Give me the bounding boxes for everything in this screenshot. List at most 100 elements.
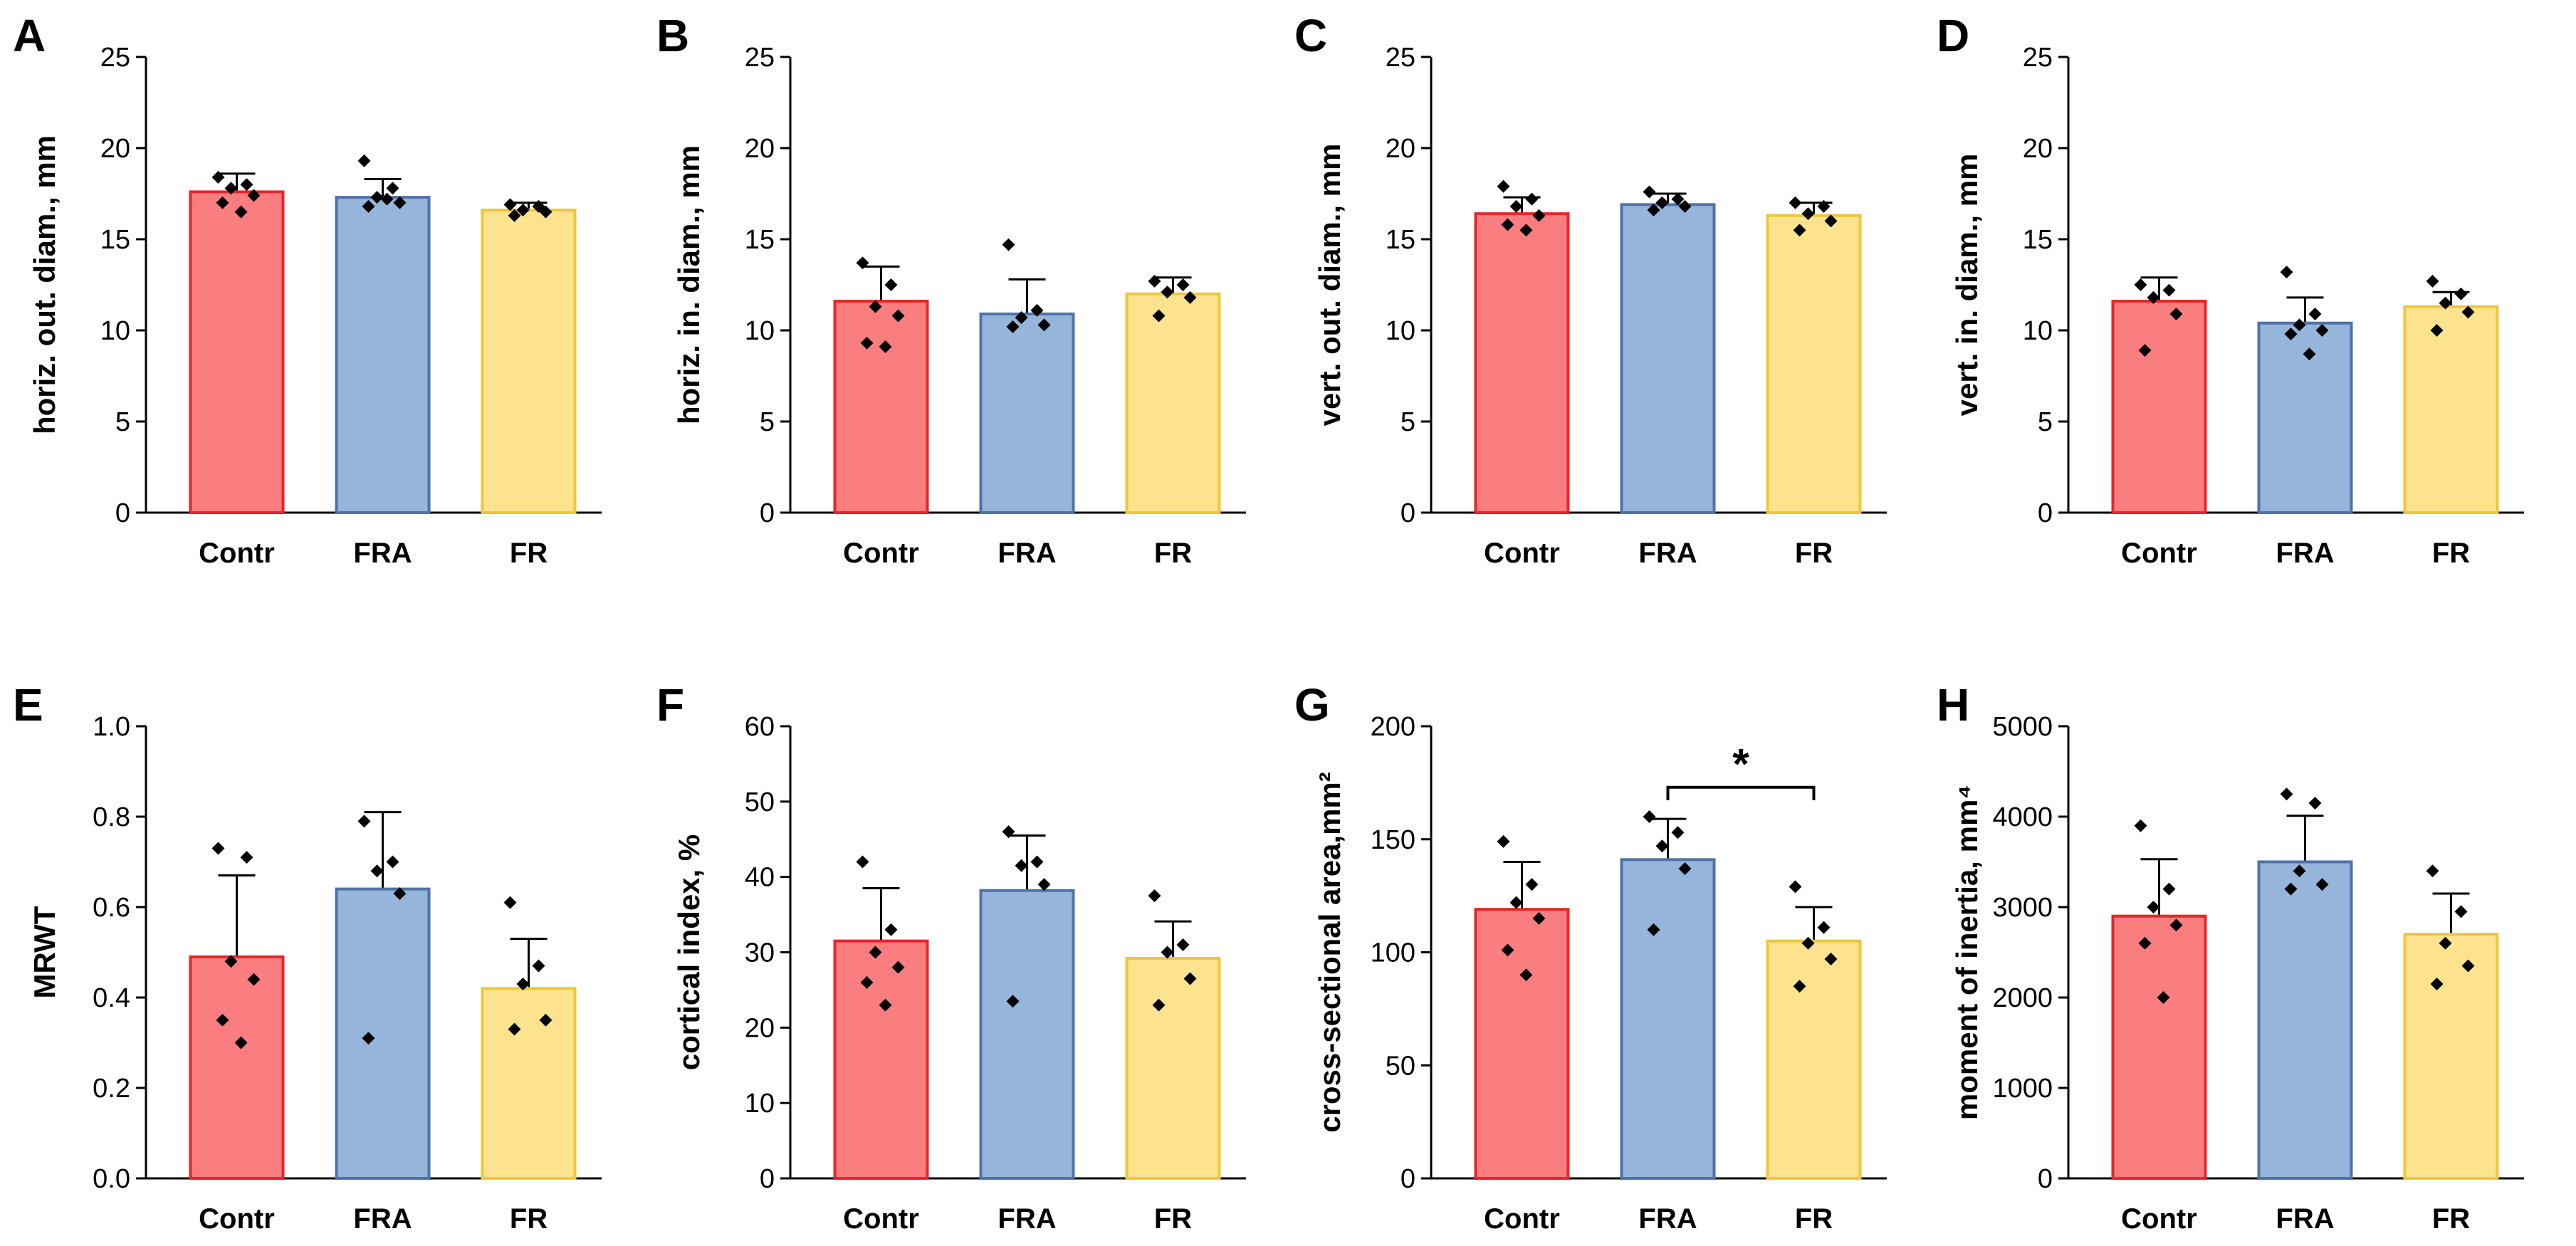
panel-e-y-tick-label: 0.6 — [93, 893, 130, 923]
panel-f-point-contr — [879, 998, 892, 1012]
panel-a-point-fr — [539, 205, 553, 219]
panel-e-point-contr — [247, 973, 261, 986]
panel-f-point-contr — [856, 855, 869, 869]
panel-b-point-fra — [1006, 320, 1020, 333]
panel-g-point-fra — [1643, 810, 1656, 823]
panel-b-point-contr — [879, 340, 892, 354]
panel-a-point-contr — [216, 196, 229, 209]
panel-e-letter: E — [13, 679, 43, 731]
panel-h-point-fr — [2461, 959, 2475, 973]
panel-e-bar-fr — [481, 987, 577, 1180]
panel-e-point-contr — [216, 1013, 229, 1027]
panel-a-point-contr — [211, 170, 225, 184]
panel-g-x-tick-label-fra: FRA — [1638, 1203, 1697, 1235]
panel-e-point-fra — [393, 886, 407, 900]
panel-d-bar-fr — [2403, 305, 2499, 514]
panel-f-y-tick-label: 60 — [745, 712, 775, 742]
panel-e-point-contr — [211, 842, 225, 855]
panel-b-y-tick-label: 15 — [745, 225, 775, 255]
panel-c-y-tick-label: 10 — [1386, 316, 1415, 346]
panel-h-bar-fra — [2257, 860, 2353, 1180]
panel-c-point-contr — [1509, 199, 1523, 213]
panel-b-point-fra — [1030, 303, 1044, 317]
panel-a-x-tick-label-fr: FR — [510, 538, 548, 569]
panel-h-y-tick-label: 5000 — [1992, 712, 2053, 742]
panel-h-point-fr — [2439, 936, 2452, 950]
panel-e-point-fra — [370, 864, 384, 878]
panel-b-point-fr — [1183, 290, 1197, 304]
panel-f-point-fr — [1152, 998, 1166, 1012]
panel-h-point-fra — [2308, 796, 2322, 810]
panel-a-point-fra — [393, 196, 407, 209]
panel-b-y-tick-label: 0 — [760, 498, 775, 528]
panel-a-point-fr — [516, 204, 530, 217]
panel-a-bar-fr — [481, 209, 577, 514]
panel-g-y-tick-label: 50 — [1386, 1051, 1415, 1081]
panel-e-x-tick-label-fra: FRA — [353, 1203, 412, 1235]
panel-e-bar-contr — [189, 955, 285, 1180]
panel-g-letter: G — [1294, 679, 1330, 731]
panel-c-letter: C — [1294, 10, 1327, 61]
panel-e-point-fra — [362, 1032, 375, 1045]
panel-e-y-tick-label: 0.4 — [93, 983, 130, 1013]
panel-b-x-tick-label-contr: Contr — [843, 538, 919, 569]
panel-b-y-tick-label: 25 — [745, 43, 775, 73]
panel-d-point-fr — [2439, 296, 2452, 310]
panel-a-point-fra — [362, 199, 375, 213]
panel-g-bar-fr — [1766, 939, 1862, 1180]
panel-h-bar-contr — [2111, 914, 2207, 1180]
panel-f-y-tick-label: 50 — [745, 787, 775, 817]
panel-h-x-tick-label-contr: Contr — [2121, 1203, 2197, 1235]
panel-h-point-contr — [2134, 819, 2147, 832]
panel-f-point-fra — [1015, 859, 1028, 872]
panel-h-y-axis-title: moment of inertia, mm⁴ — [1950, 785, 1984, 1120]
panel-h-y-tick-label: 0 — [2038, 1164, 2053, 1194]
panel-a-x-tick-label-contr: Contr — [199, 538, 275, 569]
panel-g-bar-fra — [1620, 858, 1716, 1180]
panel-f-y-tick-label: 40 — [745, 863, 775, 893]
panel-c-point-fra — [1647, 204, 1660, 217]
panel-h-point-fr — [2454, 905, 2468, 918]
panel-e-point-fra — [386, 855, 399, 869]
panel-f-point-contr — [891, 960, 905, 974]
panel-b-x-tick-label-fr: FR — [1154, 538, 1192, 569]
panel-e-y-axis-title: MRWT — [28, 906, 61, 998]
panel-c-point-fr — [1793, 224, 1806, 237]
panel-a-y-tick-label: 25 — [100, 43, 130, 73]
panel-b-x-tick-label-fra: FRA — [998, 538, 1056, 569]
panel-c-y-axis-title: vert. out. diam., mm — [1313, 144, 1346, 426]
panel-d-point-contr — [2169, 307, 2183, 320]
panel-c-point-fr — [1817, 199, 1831, 213]
panel-c-point-fra — [1643, 185, 1656, 199]
panel-g-point-fra — [1671, 826, 1685, 839]
panel-d-point-contr — [2147, 290, 2160, 304]
panel-a-point-fra — [380, 192, 394, 206]
panel-e-point-contr — [234, 1036, 248, 1049]
panel-g-y-axis-title: cross-sectional area,mm² — [1313, 772, 1346, 1133]
panel-d-y-axis-title: vert. in. diam., mm — [1950, 154, 1984, 417]
panel-a-point-fra — [370, 191, 384, 204]
panel-c-y-tick-label: 5 — [1400, 407, 1415, 437]
panel-e-y-tick-label: 0.8 — [93, 802, 130, 832]
panel-f-point-fr — [1183, 972, 1197, 985]
panel-d-point-fra — [2293, 318, 2306, 332]
panel-g-point-contr — [1509, 896, 1523, 909]
panel-a-y-tick-label: 10 — [100, 316, 130, 346]
panel-c-bar-fr — [1766, 214, 1862, 514]
panel-h-bar-fr — [2403, 933, 2499, 1180]
panel-g-x-tick-label-contr: Contr — [1484, 1203, 1560, 1235]
panel-h-x-tick-label-fra: FRA — [2276, 1203, 2334, 1235]
panel-f-x-tick-label-fra: FRA — [998, 1203, 1056, 1235]
panel-d-point-fra — [2303, 347, 2316, 361]
panel-g-significance-bracket — [1666, 785, 1816, 800]
panel-c-point-fra — [1678, 199, 1692, 213]
panel-f-bar-fr — [1125, 956, 1221, 1180]
panel-d-y-tick-label: 5 — [2038, 407, 2053, 437]
panel-f-bar-fra — [979, 889, 1075, 1180]
panel-a-point-contr — [234, 205, 248, 219]
panel-b-y-tick-label: 5 — [760, 407, 775, 437]
panel-c-y-tick-label: 15 — [1386, 225, 1415, 255]
